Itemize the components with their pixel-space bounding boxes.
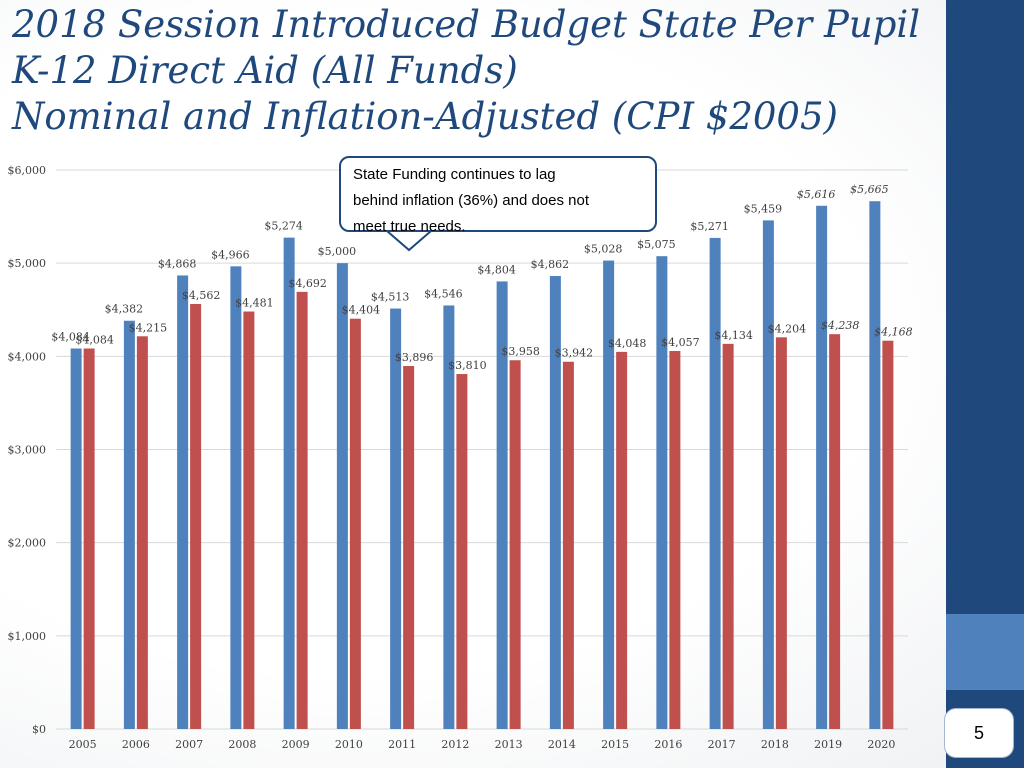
adjusted-data-label: $4,134 bbox=[714, 329, 753, 342]
x-tick-label: 2008 bbox=[228, 738, 256, 751]
callout-line-2: behind inflation (36%) and does not bbox=[353, 192, 590, 209]
adjusted-bar bbox=[829, 334, 841, 729]
adjusted-data-label: $4,168 bbox=[874, 326, 913, 339]
x-tick-label: 2017 bbox=[708, 738, 736, 751]
nominal-data-label: $5,459 bbox=[744, 202, 783, 215]
nominal-data-label: $4,804 bbox=[477, 263, 516, 276]
nominal-bar bbox=[869, 201, 881, 730]
title-line-1: 2018 Session Introduced Budget State Per… bbox=[12, 3, 921, 46]
nominal-data-label: $5,665 bbox=[850, 183, 889, 196]
nominal-bar bbox=[603, 260, 615, 729]
nominal-bar bbox=[816, 205, 828, 729]
adjusted-data-label: $3,942 bbox=[555, 347, 594, 360]
y-tick-label: $5,000 bbox=[8, 257, 47, 270]
x-tick-label: 2020 bbox=[867, 738, 895, 751]
adjusted-data-label: $3,896 bbox=[395, 351, 434, 364]
nominal-data-label: $4,862 bbox=[531, 258, 570, 271]
x-tick-label: 2005 bbox=[69, 738, 97, 751]
x-tick-label: 2018 bbox=[761, 738, 789, 751]
nominal-data-label: $4,513 bbox=[371, 291, 410, 304]
nominal-data-label: $5,274 bbox=[264, 220, 303, 233]
adjusted-data-label: $4,481 bbox=[235, 297, 274, 310]
y-tick-label: $3,000 bbox=[8, 444, 47, 457]
adjusted-bar bbox=[456, 374, 468, 729]
x-tick-label: 2013 bbox=[495, 738, 523, 751]
nominal-bar bbox=[762, 220, 774, 729]
callout-line-3: meet true needs. bbox=[353, 218, 466, 235]
adjusted-data-label: $4,204 bbox=[768, 322, 807, 335]
adjusted-bar bbox=[616, 351, 628, 729]
slide-title: 2018 Session Introduced Budget State Per… bbox=[12, 2, 932, 140]
nominal-data-label: $5,028 bbox=[584, 243, 623, 256]
y-tick-label: $2,000 bbox=[8, 537, 47, 550]
nominal-bar bbox=[230, 266, 242, 729]
adjusted-bar bbox=[775, 337, 787, 729]
x-tick-label: 2012 bbox=[441, 738, 469, 751]
nominal-data-label: $4,084 bbox=[51, 331, 90, 344]
callout-line-1: State Funding continues to lag bbox=[353, 166, 556, 183]
adjusted-bar bbox=[190, 303, 202, 729]
adjusted-bar bbox=[349, 318, 361, 729]
adjusted-bar bbox=[562, 361, 574, 729]
nominal-data-label: $4,966 bbox=[211, 248, 250, 261]
adjusted-bar bbox=[509, 360, 521, 729]
adjusted-data-label: $4,048 bbox=[608, 337, 647, 350]
adjusted-data-label: $4,084 bbox=[75, 334, 114, 347]
nominal-bar bbox=[70, 348, 82, 729]
nominal-data-label: $5,075 bbox=[637, 238, 676, 251]
y-tick-label: $4,000 bbox=[8, 350, 47, 363]
adjusted-data-label: $4,057 bbox=[661, 336, 700, 349]
title-line-3: Nominal and Inflation-Adjusted (CPI $200… bbox=[12, 95, 838, 138]
x-tick-label: 2009 bbox=[282, 738, 310, 751]
adjusted-data-label: $3,810 bbox=[448, 359, 487, 372]
adjusted-bar bbox=[669, 351, 681, 729]
adjusted-data-label: $4,404 bbox=[342, 304, 381, 317]
title-line-2: K-12 Direct Aid (All Funds) bbox=[12, 49, 518, 92]
callout-tail bbox=[386, 230, 432, 252]
x-tick-label: 2014 bbox=[548, 738, 576, 751]
nominal-data-label: $4,382 bbox=[105, 303, 144, 316]
sidebar-accent-band bbox=[946, 614, 1024, 690]
x-tick-label: 2016 bbox=[654, 738, 682, 751]
nominal-bar bbox=[709, 237, 721, 729]
adjusted-data-label: $4,238 bbox=[821, 319, 860, 332]
nominal-bar bbox=[123, 320, 135, 729]
nominal-data-label: $4,546 bbox=[424, 287, 463, 300]
x-tick-label: 2006 bbox=[122, 738, 150, 751]
adjusted-bar bbox=[136, 336, 148, 729]
nominal-bar bbox=[177, 275, 189, 729]
bar-chart: $0 $1,000 $2,000 $3,000 $4,000 $5,000 $6,000 20… bbox=[8, 164, 913, 751]
adjusted-bar bbox=[403, 366, 415, 729]
nominal-data-label: $5,616 bbox=[797, 188, 836, 201]
adjusted-bar bbox=[722, 343, 734, 729]
nominal-bar bbox=[549, 276, 561, 729]
y-tick-label: $6,000 bbox=[8, 164, 47, 177]
x-tick-label: 2019 bbox=[814, 738, 842, 751]
x-tick-label: 2010 bbox=[335, 738, 363, 751]
nominal-bar bbox=[496, 281, 508, 729]
adjusted-data-label: $3,958 bbox=[501, 345, 540, 358]
adjusted-data-label: $4,562 bbox=[182, 289, 221, 302]
nominal-data-label: $4,868 bbox=[158, 257, 197, 270]
callout-box: State Funding continues to lag behind in… bbox=[339, 156, 657, 235]
nominal-data-label: $5,000 bbox=[318, 245, 357, 258]
nominal-bar bbox=[283, 237, 295, 729]
x-tick-label: 2015 bbox=[601, 738, 629, 751]
nominal-bar bbox=[443, 305, 455, 729]
x-tick-label: 2011 bbox=[388, 738, 416, 751]
x-tick-label: 2007 bbox=[175, 738, 203, 751]
adjusted-bar bbox=[296, 291, 308, 729]
adjusted-data-label: $4,692 bbox=[288, 277, 327, 290]
nominal-data-label: $5,271 bbox=[690, 220, 729, 233]
y-tick-label: $0 bbox=[32, 723, 46, 736]
adjusted-bar bbox=[83, 348, 95, 729]
y-tick-label: $1,000 bbox=[8, 630, 47, 643]
adjusted-bar bbox=[243, 311, 255, 729]
adjusted-bar bbox=[882, 340, 894, 729]
nominal-bar bbox=[656, 256, 668, 729]
adjusted-data-label: $4,215 bbox=[129, 321, 168, 334]
nominal-bar bbox=[336, 263, 348, 729]
nominal-bar bbox=[390, 308, 402, 729]
page-number: 5 bbox=[944, 708, 1014, 758]
